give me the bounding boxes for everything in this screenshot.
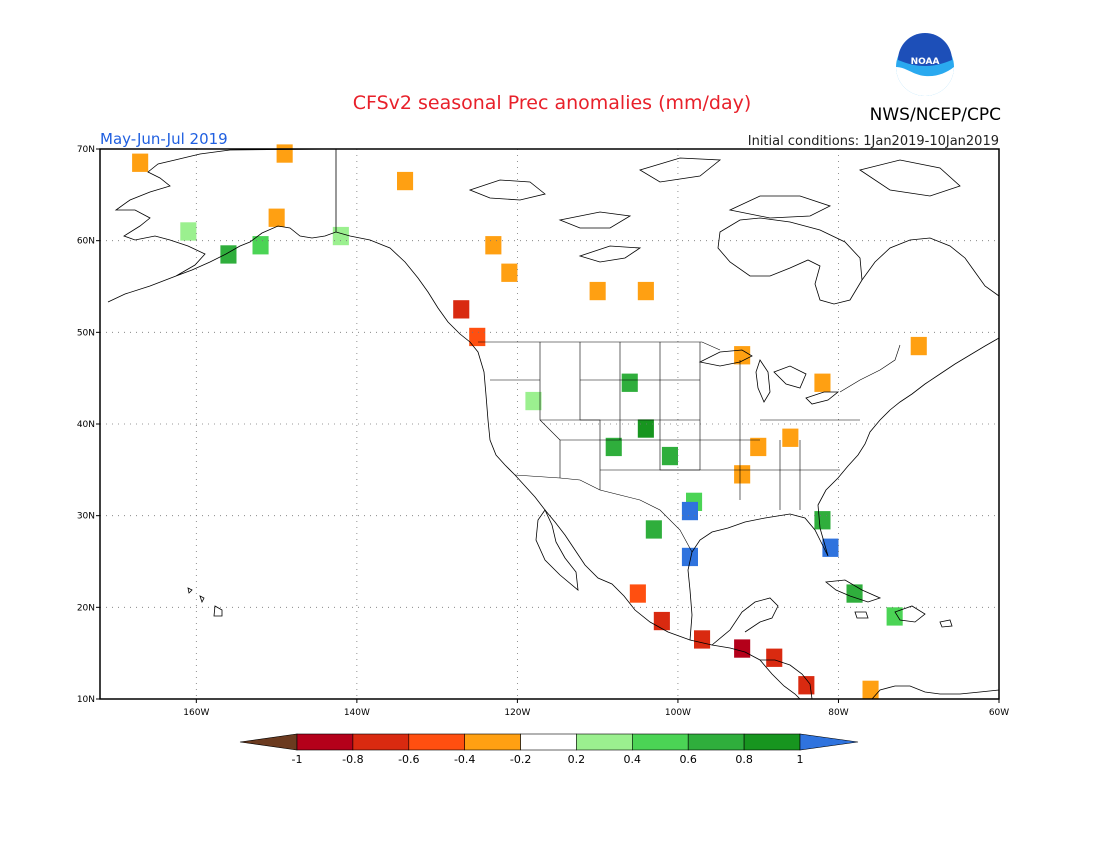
organization-label: NWS/NCEP/CPC: [870, 105, 1001, 125]
anomaly-cell: [814, 373, 831, 392]
initial-conditions-label: Initial conditions: 1Jan2019-10Jan2019: [748, 134, 999, 149]
anomaly-cell: [734, 346, 751, 365]
colorbar: -1 -0.8 -0.6 -0.4 -0.2 0.2 0.4 0.6 0.8 1: [239, 733, 859, 766]
colorbar-tick-label: -0.2: [510, 753, 531, 766]
anomaly-cell: [453, 300, 470, 319]
anomaly-cell: [605, 437, 622, 457]
anomaly-cell: [469, 327, 486, 347]
anomaly-cell: [681, 501, 698, 521]
colorbar-segment: [631, 733, 689, 751]
anomaly-cell: [621, 373, 638, 392]
anomaly-cell: [653, 611, 670, 631]
anomaly-cell: [862, 680, 879, 699]
lat-label: 20N: [77, 603, 95, 613]
lon-label: 160W: [183, 708, 209, 718]
anomaly-cell: [814, 511, 831, 530]
anomaly-cell: [734, 465, 751, 484]
lat-label: 70N: [77, 145, 95, 155]
anomaly-cell: [637, 419, 654, 438]
anomaly-cell: [694, 630, 711, 649]
colorbar-tick-label: 0.8: [735, 753, 753, 766]
colorbar-tick-label: 1: [797, 753, 804, 766]
lon-label: 120W: [504, 708, 530, 718]
anomaly-cell: [637, 281, 654, 301]
colorbar-segment: [520, 733, 577, 751]
lon-label: 80W: [828, 708, 848, 718]
forecast-period-label: May-Jun-Jul 2019: [100, 130, 228, 148]
anomaly-cell: [589, 281, 606, 301]
anomaly-cell: [846, 584, 863, 603]
lat-label: 50N: [77, 328, 95, 338]
anomaly-cell: [525, 391, 542, 411]
anomaly-cell: [276, 144, 293, 163]
noaa-logo-text: NOAA: [911, 57, 940, 67]
lon-label: 140W: [344, 708, 370, 718]
lat-label: 60N: [77, 237, 95, 247]
colorbar-segment: [687, 733, 745, 751]
lon-label: 100W: [665, 708, 691, 718]
colorbar-segment: [352, 733, 410, 751]
anomaly-cell: [910, 336, 927, 356]
colorbar-segment: [296, 733, 354, 751]
anomaly-cell: [397, 171, 414, 191]
colorbar-tick-label: -0.6: [398, 753, 419, 766]
anomaly-cell: [485, 236, 502, 255]
colorbar-tick-label: 0.2: [568, 753, 586, 766]
lat-label: 40N: [77, 420, 95, 430]
colorbar-segment: [743, 733, 801, 751]
anomaly-cell: [734, 639, 751, 658]
anomaly-cell: [252, 236, 269, 255]
colorbar-tick-label: -0.8: [342, 753, 363, 766]
colorbar-tick-label: -0.4: [454, 753, 475, 766]
anomaly-cell: [681, 547, 698, 567]
anomaly-cell: [645, 520, 662, 539]
coastlines: [107, 148, 1000, 700]
anomaly-cells-layer: [132, 144, 927, 699]
lat-label: 10N: [77, 695, 95, 705]
colorbar-low-arrow: [239, 733, 298, 751]
colorbar-segment: [408, 733, 465, 751]
anomaly-cell: [332, 226, 349, 246]
anomaly-cell: [822, 538, 839, 557]
anomaly-cell: [629, 584, 646, 603]
political-borders: [478, 341, 901, 553]
colorbar-high-arrow: [799, 733, 859, 751]
colorbar-tick-label: -1: [292, 753, 303, 766]
map-area: [99, 144, 1000, 700]
colorbar-tick-label: 0.4: [624, 753, 642, 766]
lon-label: 60W: [989, 708, 1009, 718]
noaa-logo: NOAA: [896, 33, 954, 96]
anomaly-cell: [268, 208, 285, 227]
colorbar-segment: [464, 733, 521, 751]
anomaly-cell: [180, 222, 197, 241]
anomaly-cell: [766, 648, 783, 667]
anomaly-cell: [886, 607, 903, 626]
longitude-labels: 160W 140W 120W 100W 80W 60W: [183, 699, 1009, 718]
anomaly-cell: [132, 153, 149, 172]
colorbar-segment: [576, 733, 633, 751]
anomaly-cell: [782, 428, 799, 447]
anomaly-cell: [750, 437, 767, 457]
anomaly-cell: [220, 245, 237, 264]
lat-label: 30N: [77, 512, 95, 522]
figure-title: CFSv2 seasonal Prec anomalies (mm/day): [353, 92, 752, 114]
anomaly-cell: [661, 446, 678, 466]
latitude-labels: 10N 20N 30N 40N 50N 60N 70N: [77, 145, 100, 705]
colorbar-tick-label: 0.6: [679, 753, 697, 766]
anomaly-cell: [501, 263, 518, 282]
